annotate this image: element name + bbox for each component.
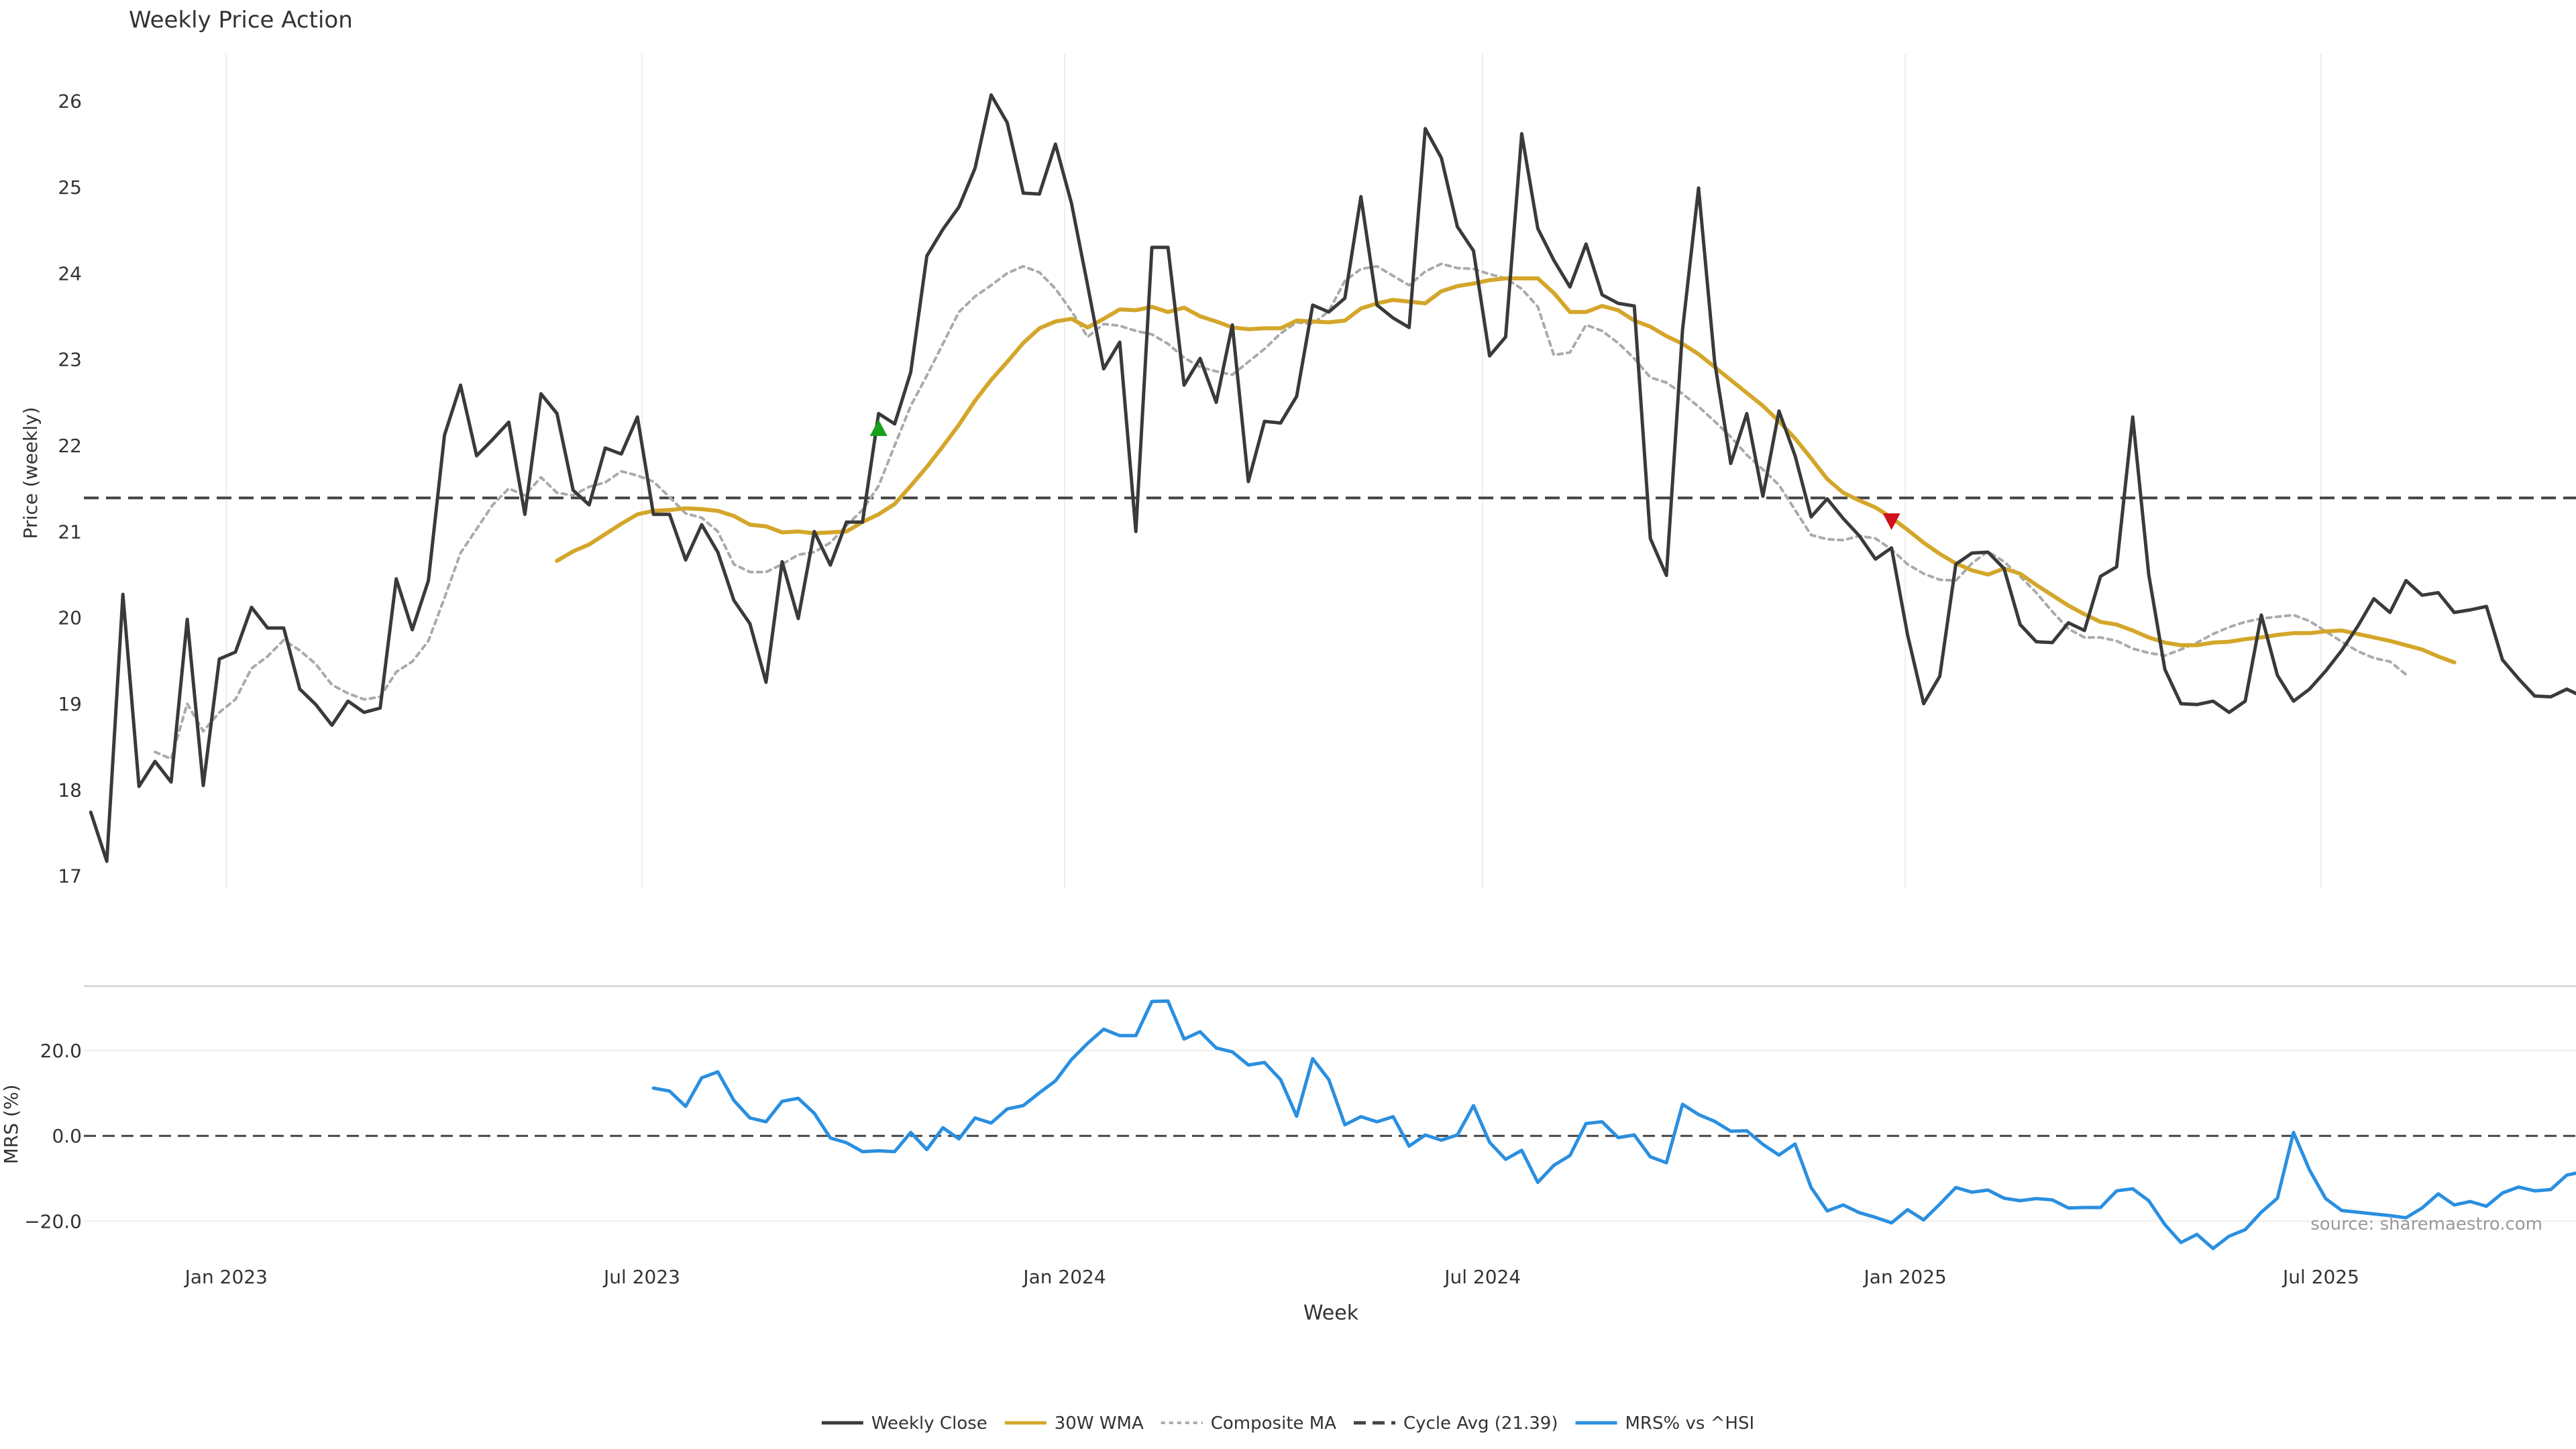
price-y-tick-23: 23: [58, 349, 82, 371]
buy-signal-marker: [869, 419, 888, 437]
legend: Weekly Close 30W WMA Composite MA Cycle Avg…: [821, 1413, 1754, 1434]
legend-label: 30W WMA: [1055, 1413, 1144, 1434]
mrs-y-tick-2: −20.0: [24, 1210, 82, 1232]
mrs-y-tick-1: 0.0: [52, 1125, 82, 1147]
x-tick-label-1: Jul 2023: [602, 1266, 680, 1288]
price-y-tick-21: 21: [58, 521, 82, 543]
price-y-tick-22: 22: [58, 435, 82, 457]
x-tick-label-4: Jan 2025: [1863, 1266, 1947, 1288]
legend-label: Weekly Close: [871, 1413, 987, 1434]
price-y-tick-18: 18: [58, 779, 82, 801]
legend-item-4: MRS% vs ^HSI: [1575, 1413, 1754, 1434]
mrs-y-tick-0: 20.0: [40, 1040, 82, 1062]
price-y-tick-19: 19: [58, 693, 82, 715]
price-y-tick-20: 20: [58, 607, 82, 629]
x-axis-ticks: Jan 2023 Jul 2023 Jan 2024 Jul 2024 Jan 2025…: [184, 1266, 2359, 1288]
source-annotation: source: sharemaestro.com: [2310, 1214, 2542, 1234]
price-y-tick-25: 25: [58, 176, 82, 199]
x-tick-label-0: Jan 2023: [184, 1266, 268, 1288]
legend-label: Composite MA: [1211, 1413, 1336, 1434]
price-y-tick-26: 26: [58, 91, 82, 113]
weekly-close-line: [89, 93, 2576, 863]
x-tick-label-3: Jul 2024: [1443, 1266, 1521, 1288]
legend-label: Cycle Avg (21.39): [1403, 1413, 1558, 1434]
mrs-y-axis-label: MRS (%): [0, 1085, 22, 1165]
sell-signal-marker: [1882, 513, 1900, 530]
x-tick-label-2: Jan 2024: [1022, 1266, 1106, 1288]
price-y-axis-label: Price (weekly): [19, 407, 42, 539]
wma-30w-line: [555, 276, 2457, 665]
price-y-tick-24: 24: [58, 262, 82, 284]
x-tick-label-5: Jul 2025: [2282, 1266, 2359, 1288]
price-panel: 17 18 19 20 21 22 23 24 25 26: [58, 54, 2576, 889]
composite-ma-line: [154, 262, 2408, 761]
x-axis-label: Week: [1303, 1301, 1359, 1325]
price-y-tick-17: 17: [58, 865, 82, 888]
mrs-panel: 20.0 0.0 −20.0: [24, 985, 2576, 1250]
mrs-line: [651, 999, 2576, 1250]
legend-item-2: Composite MA: [1161, 1413, 1336, 1434]
legend-item-0: Weekly Close: [821, 1413, 987, 1434]
legend-item-3: Cycle Avg (21.39): [1354, 1413, 1558, 1434]
legend-item-1: 30W WMA: [1004, 1413, 1144, 1434]
chart-title: Weekly Price Action: [129, 7, 353, 34]
legend-label: MRS% vs ^HSI: [1625, 1413, 1754, 1434]
